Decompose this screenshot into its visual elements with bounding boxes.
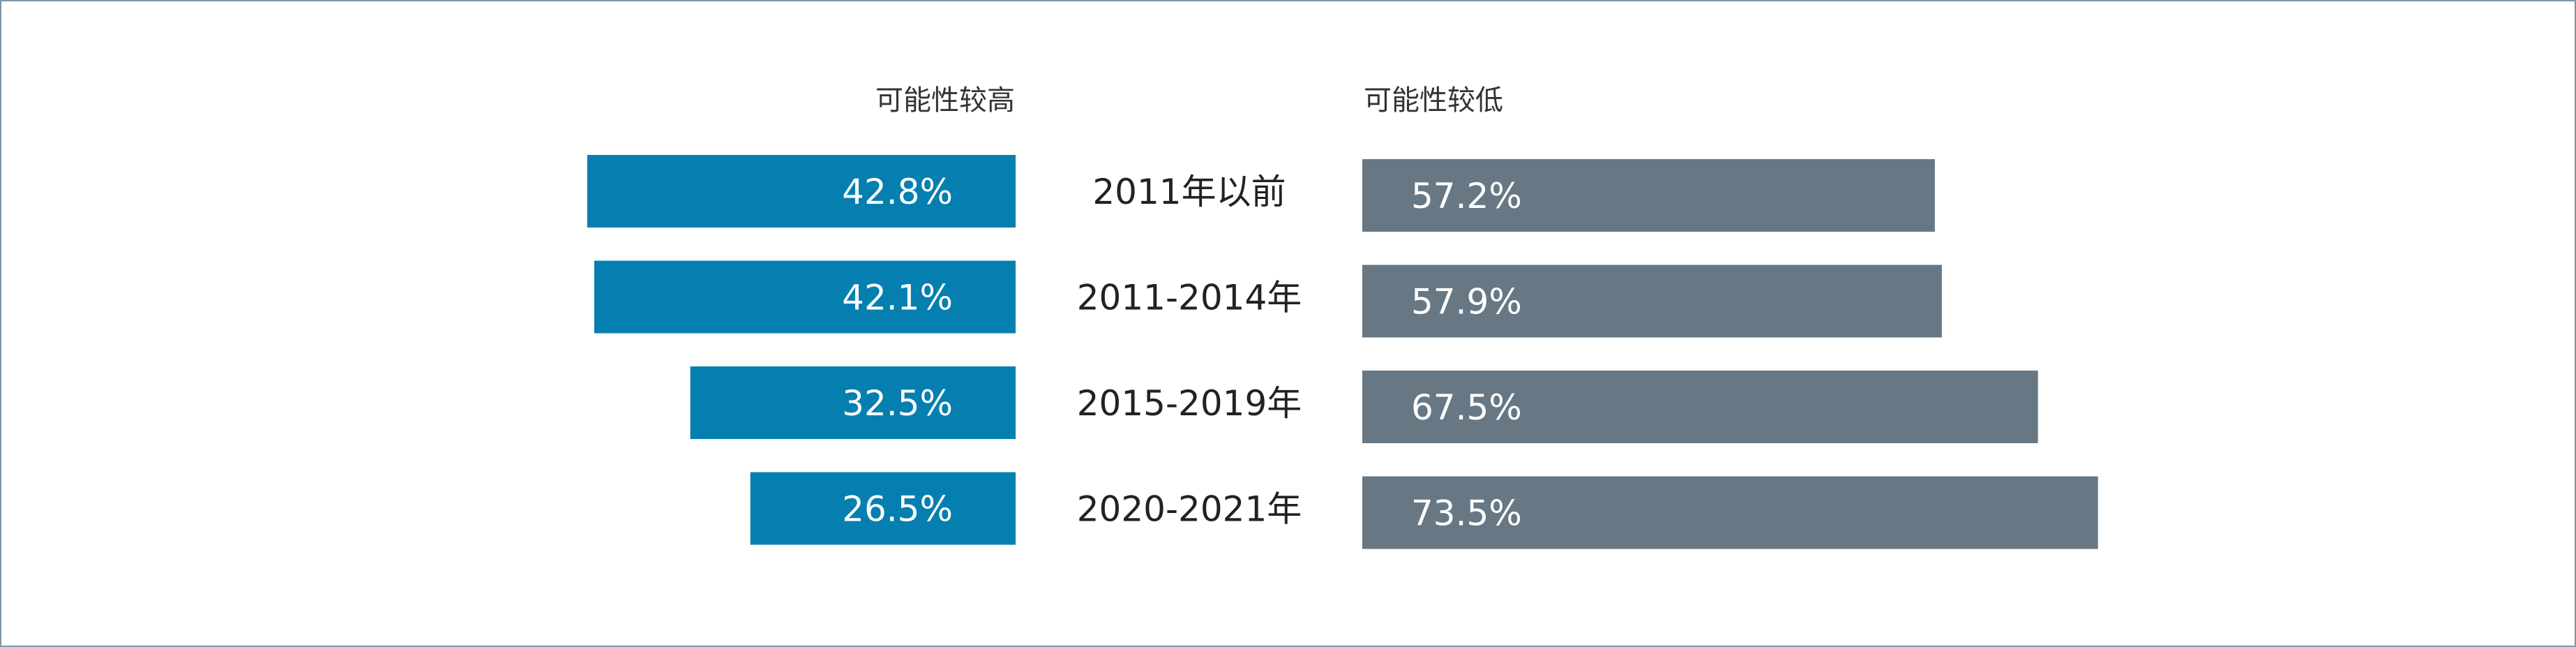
category-label-4: 2020-2021年 — [1077, 489, 1302, 530]
legend-left-label: 可能性较高 — [875, 84, 1015, 117]
bar-left-3 — [690, 366, 1016, 439]
data-label-right-2: 57.9% — [1411, 282, 1522, 322]
bar-right-3 — [1362, 371, 2038, 443]
bar-left-4 — [750, 472, 1016, 545]
data-label-left-4: 26.5% — [842, 489, 953, 530]
bar-rows: 42.8% 2011年以前 57.2% 42.1% 2011-2014年 57.9% 32.… — [587, 155, 2098, 549]
category-label-2: 2011-2014年 — [1077, 278, 1302, 318]
category-label-3: 2015-2019年 — [1077, 383, 1302, 424]
data-label-right-1: 57.2% — [1411, 176, 1522, 216]
bar-left-2 — [594, 260, 1016, 334]
category-label-1: 2011年以前 — [1092, 172, 1286, 212]
bar-right-2 — [1362, 265, 1942, 338]
bar-right-4 — [1362, 476, 2098, 549]
data-label-right-3: 67.5% — [1411, 387, 1522, 428]
bar-left-1 — [587, 155, 1016, 228]
bar-right-1 — [1362, 159, 1935, 232]
data-label-left-2: 42.1% — [842, 278, 953, 318]
data-label-left-1: 42.8% — [842, 172, 953, 212]
data-label-right-4: 73.5% — [1411, 493, 1522, 534]
data-label-left-3: 32.5% — [842, 383, 953, 424]
legend-right-label: 可能性较低 — [1364, 84, 1503, 117]
